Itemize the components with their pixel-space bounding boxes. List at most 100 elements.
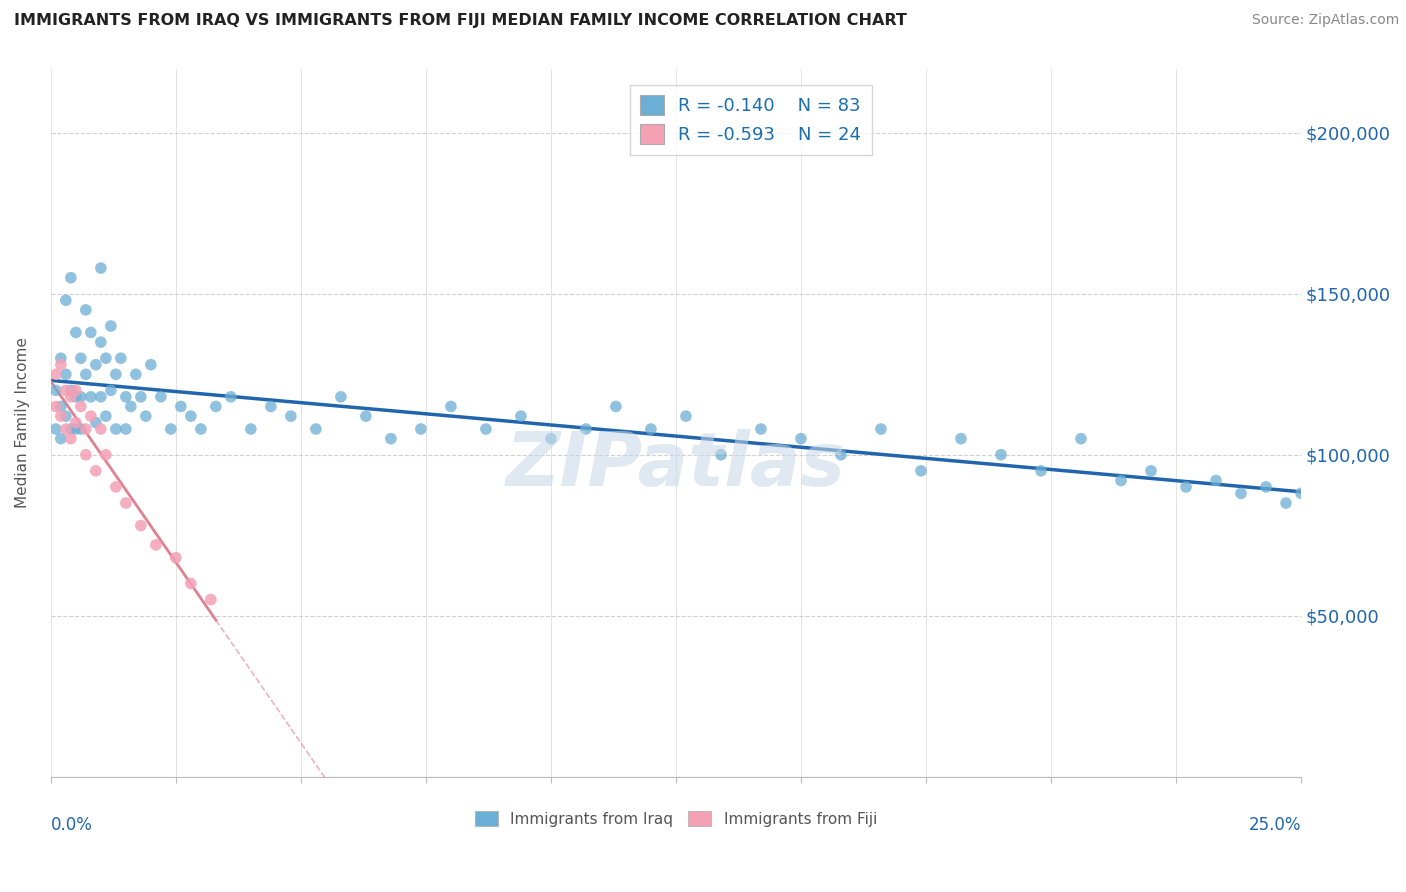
Point (55, 422, 77, 436)
Point (180, 576, 202, 591)
Point (640, 422, 662, 436)
Legend: R = -0.140    N = 83, R = -0.593    N = 24: R = -0.140 N = 83, R = -0.593 N = 24 (630, 85, 872, 155)
Point (65, 422, 87, 436)
Text: 25.0%: 25.0% (1249, 815, 1301, 833)
Point (1299, 496, 1322, 510)
Point (59, 390, 82, 404)
Point (380, 432, 402, 446)
Point (1230, 486, 1253, 500)
Point (575, 422, 598, 436)
Point (45, 422, 67, 436)
Point (94, 351, 117, 366)
Text: IMMIGRANTS FROM IRAQ VS IMMIGRANTS FROM FIJI MEDIAN FAMILY INCOME CORRELATION CH: IMMIGRANTS FROM IRAQ VS IMMIGRANTS FROM … (14, 13, 907, 29)
Point (65, 326, 87, 340)
Point (120, 400, 142, 414)
Point (440, 400, 463, 414)
Point (49, 358, 72, 372)
Point (675, 409, 697, 424)
Point (219, 390, 242, 404)
Point (149, 390, 172, 404)
Point (280, 409, 302, 424)
Point (69, 400, 91, 414)
Point (65, 384, 87, 398)
Point (949, 432, 972, 446)
Point (540, 432, 562, 446)
Point (129, 390, 152, 404)
Point (1029, 464, 1052, 478)
Point (59, 432, 82, 446)
Y-axis label: Median Family Income: Median Family Income (15, 337, 30, 508)
Point (190, 422, 212, 436)
Point (104, 422, 127, 436)
Point (94, 409, 117, 424)
Point (94, 448, 117, 462)
Point (115, 422, 138, 436)
Point (990, 448, 1012, 462)
Text: Source: ZipAtlas.com: Source: ZipAtlas.com (1251, 13, 1399, 28)
Point (49, 432, 72, 446)
Point (129, 518, 152, 533)
Point (49, 400, 72, 414)
Point (1310, 506, 1333, 520)
Point (55, 368, 77, 382)
Point (145, 538, 167, 552)
Point (75, 302, 97, 317)
Point (49, 351, 72, 366)
Point (100, 318, 122, 333)
Point (239, 422, 262, 436)
Point (1175, 480, 1198, 494)
Point (104, 368, 127, 382)
Point (305, 422, 328, 436)
Point (135, 409, 157, 424)
Point (69, 390, 91, 404)
Point (870, 422, 893, 436)
Point (790, 432, 813, 446)
Text: ZIPatlas: ZIPatlas (506, 428, 846, 501)
Point (65, 416, 87, 430)
Point (80, 326, 103, 340)
Point (90, 335, 112, 350)
Point (260, 400, 283, 414)
Point (45, 384, 67, 398)
Point (1070, 432, 1092, 446)
Point (55, 293, 77, 308)
Point (69, 351, 91, 366)
Point (605, 400, 627, 414)
Point (59, 422, 82, 436)
Point (45, 368, 67, 382)
Point (59, 270, 82, 285)
Point (910, 464, 932, 478)
Point (75, 422, 97, 436)
Point (90, 422, 112, 436)
Point (125, 368, 148, 382)
Point (84, 464, 107, 478)
Point (475, 422, 498, 436)
Point (329, 390, 352, 404)
Point (115, 496, 138, 510)
Point (749, 422, 772, 436)
Point (84, 358, 107, 372)
Point (509, 409, 531, 424)
Point (1254, 480, 1277, 494)
Point (110, 351, 132, 366)
Point (354, 409, 377, 424)
Point (59, 384, 82, 398)
Point (45, 400, 67, 414)
Point (170, 400, 193, 414)
Point (830, 448, 852, 462)
Point (200, 592, 222, 607)
Point (84, 416, 107, 430)
Point (1289, 486, 1312, 500)
Point (1140, 464, 1163, 478)
Point (90, 390, 112, 404)
Point (180, 409, 202, 424)
Point (104, 480, 127, 494)
Point (139, 358, 162, 372)
Point (55, 384, 77, 398)
Point (1275, 496, 1298, 510)
Point (80, 390, 103, 404)
Point (115, 390, 138, 404)
Point (55, 409, 77, 424)
Point (49, 409, 72, 424)
Point (75, 368, 97, 382)
